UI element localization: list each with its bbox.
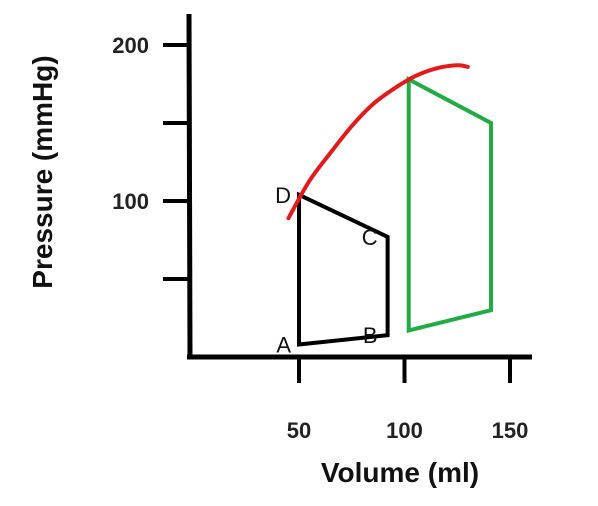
point-label-c: C (362, 225, 378, 250)
series-1-line (406, 75, 494, 334)
axis-ticks: 100 200 50 100 150 (112, 33, 528, 443)
y-tick-label: 100 (112, 189, 149, 214)
x-tick-label: 100 (386, 418, 423, 443)
chart-axes (186, 13, 532, 360)
chart-series (286, 63, 494, 347)
y-tick-label: 200 (112, 33, 149, 58)
series-0-line (297, 191, 390, 347)
x-tick-label: 50 (287, 418, 311, 443)
point-label-a: A (276, 333, 291, 358)
x-axis-title: Volume (ml) (321, 457, 479, 488)
series-2-line (286, 63, 470, 221)
y-axis-line (186, 13, 193, 360)
y-axis-title: Pressure (mmHg) (27, 55, 58, 288)
point-label-b: B (363, 323, 378, 348)
point-label-d: D (275, 183, 291, 208)
x-tick-label: 150 (492, 418, 529, 443)
point-labels: A B C D (275, 183, 378, 358)
